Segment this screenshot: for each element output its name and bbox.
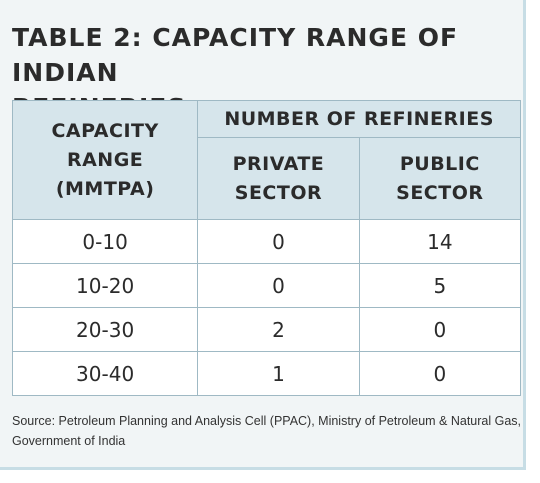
table-row: 10-20 0 5 [11, 263, 522, 308]
header-public-line-1: PUBLIC [399, 152, 480, 175]
header-number-of-refineries: NUMBER OF REFINERIES [197, 99, 521, 139]
cell-private: 1 [197, 351, 360, 396]
table-row: 20-30 2 0 [11, 307, 522, 352]
header-private-line-2: SECTOR [234, 181, 323, 204]
cell-public: 0 [358, 351, 522, 396]
header-capacity-line-2: RANGE [66, 148, 144, 171]
refineries-table: CAPACITY RANGE (MMTPA) NUMBER OF REFINER… [11, 99, 522, 396]
cell-private: 0 [197, 219, 360, 264]
cell-public: 0 [358, 307, 522, 352]
header-private-sector: PRIVATE SECTOR [197, 137, 360, 220]
table-row: 30-40 1 0 [11, 351, 522, 396]
cell-range: 30-40 [11, 351, 199, 396]
header-capacity-line-1: CAPACITY [51, 119, 159, 142]
header-public-sector: PUBLIC SECTOR [358, 137, 522, 220]
table-card: TABLE 2: CAPACITY RANGE OF INDIAN REFINE… [0, 0, 526, 470]
header-public-line-2: SECTOR [396, 181, 484, 204]
cell-private: 2 [197, 307, 360, 352]
header-private-line-1: PRIVATE [232, 152, 325, 175]
cell-range: 0-10 [11, 219, 199, 264]
cell-public: 14 [358, 219, 522, 264]
header-capacity-line-3: (MMTPA) [55, 177, 155, 200]
table-row: 0-10 0 14 [11, 219, 522, 264]
cell-private: 0 [197, 263, 360, 308]
cell-range: 20-30 [11, 307, 199, 352]
cell-public: 5 [358, 263, 522, 308]
cell-range: 10-20 [11, 263, 199, 308]
header-capacity-range: CAPACITY RANGE (MMTPA) [11, 100, 199, 220]
table-title-line-1: TABLE 2: CAPACITY RANGE OF INDIAN [12, 23, 459, 87]
source-note: Source: Petroleum Planning and Analysis … [12, 414, 522, 448]
